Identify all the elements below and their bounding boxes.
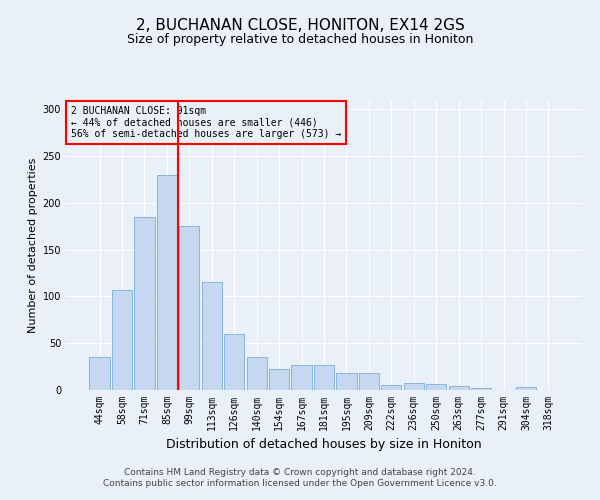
Bar	[449, 386, 469, 390]
Y-axis label: Number of detached properties: Number of detached properties	[28, 158, 38, 332]
Text: Size of property relative to detached houses in Honiton: Size of property relative to detached ho…	[127, 32, 473, 46]
X-axis label: Distribution of detached houses by size in Honiton: Distribution of detached houses by size …	[166, 438, 482, 452]
Bar	[404, 382, 424, 390]
Text: Contains HM Land Registry data © Crown copyright and database right 2024.
Contai: Contains HM Land Registry data © Crown c…	[103, 468, 497, 487]
Bar	[247, 358, 267, 390]
Bar	[112, 290, 132, 390]
Bar	[224, 334, 244, 390]
Bar	[157, 175, 177, 390]
Text: 2, BUCHANAN CLOSE, HONITON, EX14 2GS: 2, BUCHANAN CLOSE, HONITON, EX14 2GS	[136, 18, 464, 32]
Bar	[471, 388, 491, 390]
Bar	[202, 282, 222, 390]
Bar	[426, 384, 446, 390]
Bar	[337, 373, 356, 390]
Bar	[269, 370, 289, 390]
Bar	[89, 358, 110, 390]
Bar	[134, 217, 155, 390]
Bar	[314, 364, 334, 390]
Bar	[292, 364, 311, 390]
Bar	[179, 226, 199, 390]
Bar	[516, 387, 536, 390]
Text: 2 BUCHANAN CLOSE: 91sqm
← 44% of detached houses are smaller (446)
56% of semi-d: 2 BUCHANAN CLOSE: 91sqm ← 44% of detache…	[71, 106, 341, 139]
Bar	[381, 386, 401, 390]
Bar	[359, 373, 379, 390]
